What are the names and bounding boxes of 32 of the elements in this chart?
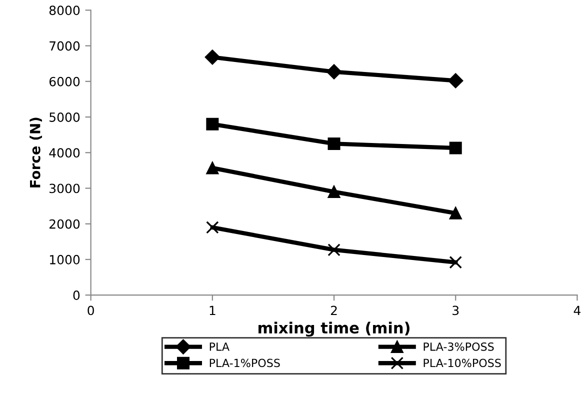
point <box>326 64 342 80</box>
y-tick-label: 4000 <box>49 148 80 158</box>
point <box>204 50 220 65</box>
y-tick-label: 1000 <box>50 254 80 264</box>
x-axis-title: mixing time (min) <box>258 322 410 337</box>
x-tick-label: 3 <box>452 306 459 316</box>
point <box>449 206 462 220</box>
y-tick-label: 0 <box>73 290 80 300</box>
point <box>328 186 340 198</box>
y-tick-label: 3000 <box>50 184 80 194</box>
x-tick-label: 4 <box>574 306 580 315</box>
x-tick-label: 2 <box>330 306 337 315</box>
y-axis-title: Force (N) <box>30 118 42 188</box>
point <box>206 221 219 234</box>
y-tick-label: 6000 <box>49 76 80 86</box>
legend-label: PLA-10%POSS <box>424 358 501 368</box>
legend-label: PLA-3%POSS <box>424 342 494 351</box>
point <box>328 137 340 150</box>
point <box>206 162 219 174</box>
y-tick-label: 5000 <box>50 112 80 122</box>
y-tick-label: 7000 <box>50 41 80 51</box>
legend-label: PLA-1%POSS <box>210 358 280 368</box>
x-tick-label: 1 <box>210 306 216 315</box>
y-tick-label: 2000 <box>50 219 80 229</box>
point <box>449 142 462 154</box>
point <box>206 118 219 130</box>
point <box>448 73 464 88</box>
y-tick-label: 8000 <box>49 6 80 16</box>
point <box>449 256 462 269</box>
point <box>328 243 340 256</box>
x-tick-label: 0 <box>88 306 94 316</box>
legend-label: PLA <box>210 342 230 351</box>
